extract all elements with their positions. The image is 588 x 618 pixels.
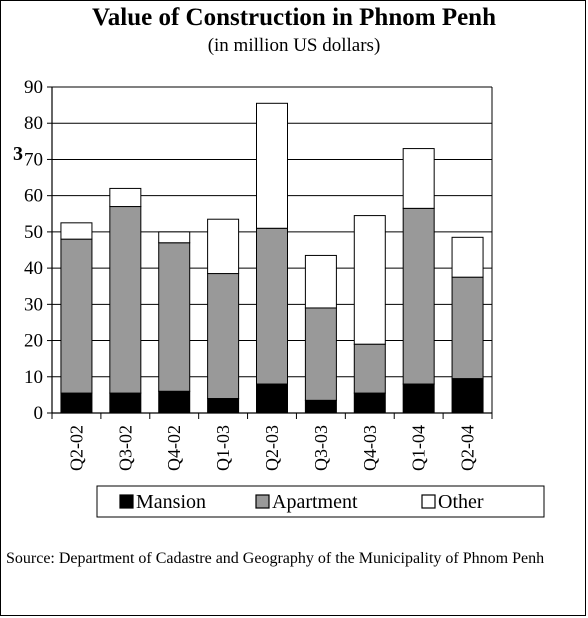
source-note: Source: Department of Cadastre and Geogr… [6,550,545,567]
bar-segment-mansion [402,383,435,414]
y-tick-label: 90 [24,77,43,98]
bar-segment-mansion [60,392,93,414]
bar-segment-mansion [256,383,288,414]
y-tick-label: 60 [24,186,43,207]
x-tick-label: Q2-02 [66,425,86,471]
y-tick-label: 30 [24,294,43,315]
legend-label-other: Other [438,491,484,513]
legend-box [96,485,545,518]
y-axis-ticks: 0 10 20 30 40 50 60 70 80 90 [24,77,52,424]
bar-segment-apartment [207,273,240,400]
x-tick-label: Q4-03 [360,425,380,471]
x-tick-label: Q2-04 [458,425,478,471]
stacked-bar-chart: 0 10 20 30 40 50 60 70 80 90 Q2-02 Q3-02 Q4-02 Q1-03… [24,77,545,518]
bar-segment-mansion [207,398,240,414]
bar-segment-other [109,187,142,208]
x-tick-label: Q2-03 [262,425,282,471]
legend: Mansion Apartment Other [96,485,545,518]
bars [60,102,484,414]
bar-segment-other [451,236,484,278]
y-tick-label: 50 [24,222,43,243]
bar-segment-apartment [304,307,337,401]
chart-subtitle: (in million US dollars) [207,35,381,56]
bar-segment-apartment [109,206,142,394]
bar-segment-mansion [451,378,484,414]
legend-swatch-mansion [119,494,134,509]
bar-segment-mansion [304,399,337,414]
y-tick-label: 0 [34,403,44,424]
stray-mark-text: 3 [13,143,23,165]
chart-title: Value of Construction in Phnom Penh [92,4,496,31]
bar-segment-apartment [256,227,288,385]
bar-segment-other [60,222,93,240]
x-tick-label: Q1-03 [213,425,233,471]
x-axis-ticks: Q2-02 Q3-02 Q4-02 Q1-03 Q2-03 Q3-03 Q4-03 Q1-04… [51,413,493,471]
y-tick-label: 70 [24,149,43,170]
bar-segment-mansion [109,392,142,414]
bar-segment-other [402,148,435,209]
bar-segment-mansion [158,390,191,414]
bar-segment-apartment [158,242,191,392]
x-tick-label: Q3-02 [115,425,135,471]
bar-segment-other [256,102,288,229]
bar-segment-other [207,218,240,275]
bar-segment-other [304,254,337,309]
x-tick-label: Q1-04 [409,425,429,471]
legend-label-mansion: Mansion [136,491,206,513]
bar-segment-apartment [60,238,93,394]
bar-segment-apartment [402,207,435,385]
y-tick-label: 20 [24,331,43,352]
bar-segment-other [158,231,191,244]
bar-segment-other [353,215,386,345]
y-tick-label: 10 [24,367,43,388]
bar-segment-mansion [353,392,386,414]
legend-swatch-other [421,494,436,509]
bar-segment-apartment [353,343,386,394]
x-tick-label: Q4-02 [164,425,184,471]
bar-segment-apartment [451,276,484,380]
y-tick-label: 80 [24,113,43,134]
legend-label-apartment: Apartment [272,491,358,513]
legend-swatch-apartment [255,494,270,509]
x-tick-label: Q3-03 [311,425,331,471]
y-tick-label: 40 [24,258,43,279]
axes [51,87,493,414]
